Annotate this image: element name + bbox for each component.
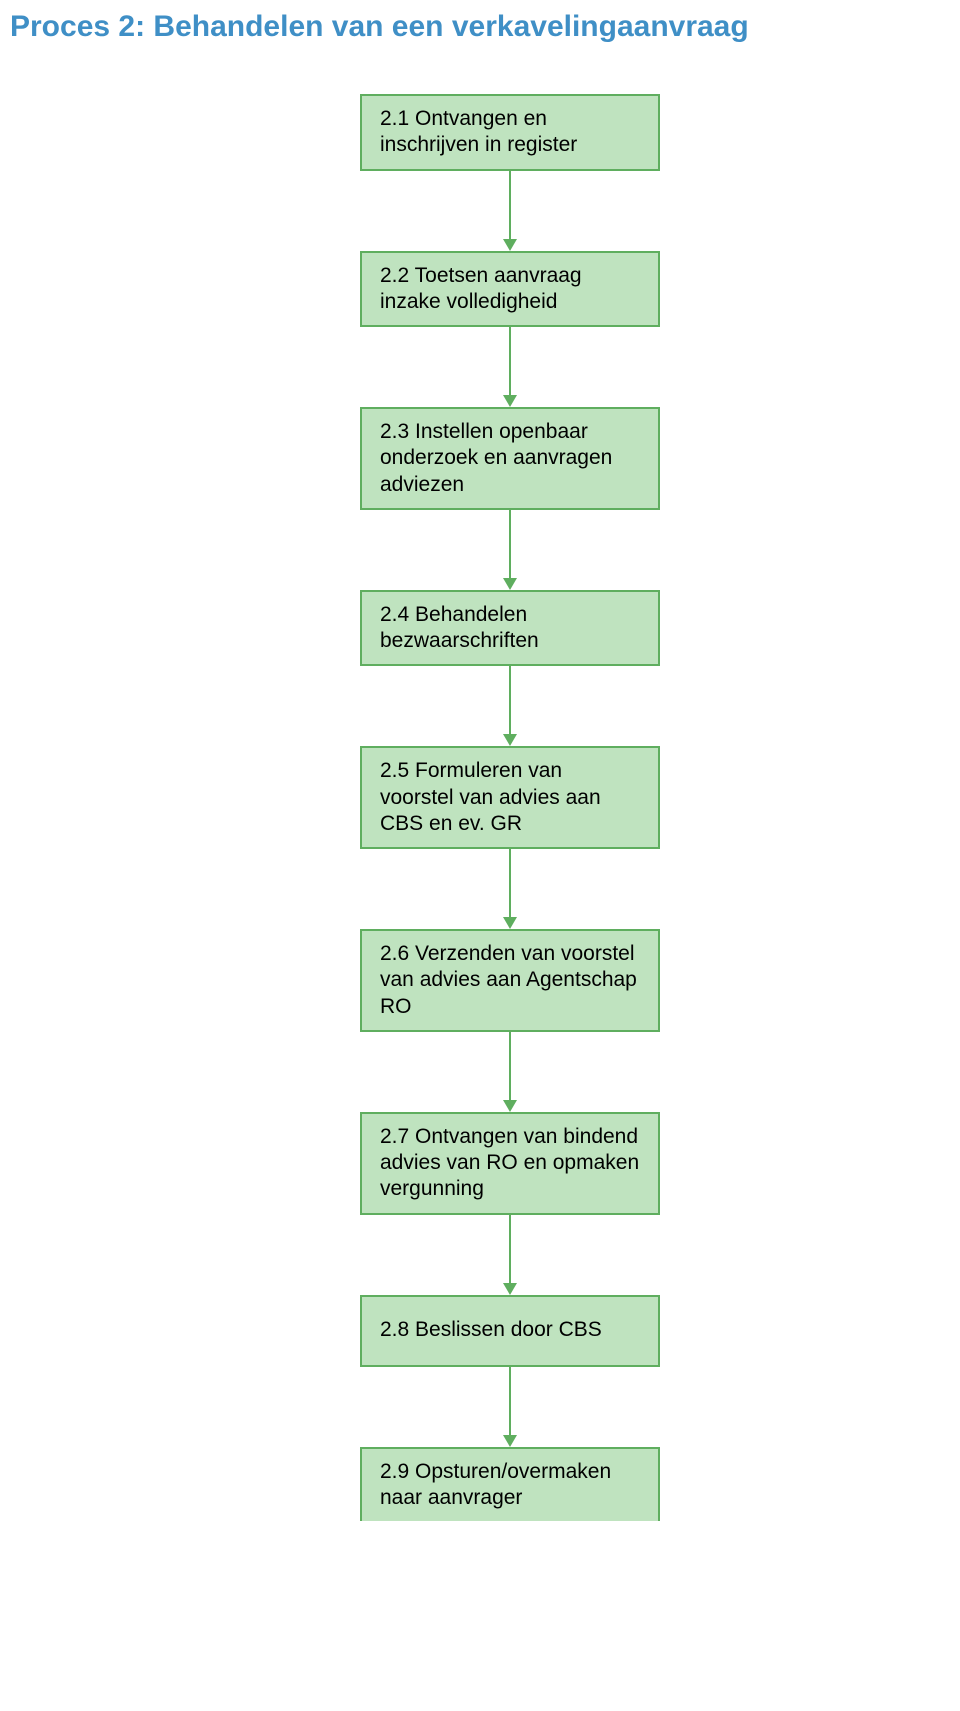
flowchart-connector	[503, 849, 517, 929]
flowchart-node: 2.2 Toetsen aanvraag inzake volledigheid	[360, 251, 660, 328]
arrowhead-icon	[503, 734, 517, 746]
arrowhead-icon	[503, 239, 517, 251]
flowchart-node-label: 2.9 Opsturen/overmaken naar aanvrager	[380, 1459, 640, 1512]
connector-line	[509, 849, 511, 918]
connector-line	[509, 666, 511, 735]
flowchart-node: 2.3 Instellen openbaar onderzoek en aanv…	[360, 407, 660, 510]
flowchart-connector	[503, 510, 517, 590]
flowchart-node: 2.1 Ontvangen en inschrijven in register	[360, 94, 660, 171]
page-title: Proces 2: Behandelen van een verkaveling…	[10, 10, 950, 44]
connector-line	[509, 510, 511, 579]
flowchart-connector	[503, 1367, 517, 1447]
flowchart-node-label: 2.1 Ontvangen en inschrijven in register	[380, 106, 640, 159]
flowchart-connector	[503, 666, 517, 746]
arrowhead-icon	[503, 395, 517, 407]
flowchart-node-label: 2.8 Beslissen door CBS	[380, 1317, 602, 1343]
flowchart-node-label: 2.3 Instellen openbaar onderzoek en aanv…	[380, 419, 640, 498]
arrowhead-icon	[503, 578, 517, 590]
flowchart-connector	[503, 1032, 517, 1112]
arrowhead-icon	[503, 917, 517, 929]
flowchart-node: 2.8 Beslissen door CBS	[360, 1295, 660, 1367]
flowchart-container: 2.1 Ontvangen en inschrijven in register…	[10, 94, 950, 1521]
flowchart-node-label: 2.6 Verzenden van voorstel van advies aa…	[380, 941, 640, 1020]
flowchart-node: 2.5 Formuleren van voorstel van advies a…	[360, 746, 660, 849]
flowchart-node: 2.6 Verzenden van voorstel van advies aa…	[360, 929, 660, 1032]
flowchart-connector	[503, 1215, 517, 1295]
flowchart-node: 2.4 Behandelen bezwaarschriften	[360, 590, 660, 667]
flowchart-node-label: 2.5 Formuleren van voorstel van advies a…	[380, 758, 640, 837]
flowchart-connector	[503, 327, 517, 407]
flowchart-node-label: 2.7 Ontvangen van bindend advies van RO …	[380, 1124, 640, 1203]
arrowhead-icon	[503, 1283, 517, 1295]
connector-line	[509, 171, 511, 240]
connector-line	[509, 1032, 511, 1101]
flowchart-node-label: 2.2 Toetsen aanvraag inzake volledigheid	[380, 263, 640, 316]
flowchart-node: 2.7 Ontvangen van bindend advies van RO …	[360, 1112, 660, 1215]
arrowhead-icon	[503, 1100, 517, 1112]
flowchart-node-label: 2.4 Behandelen bezwaarschriften	[380, 602, 640, 655]
connector-line	[509, 1367, 511, 1436]
arrowhead-icon	[503, 1435, 517, 1447]
connector-line	[509, 1215, 511, 1284]
flowchart-node: 2.9 Opsturen/overmaken naar aanvrager	[360, 1447, 660, 1522]
connector-line	[509, 327, 511, 396]
flowchart-connector	[503, 171, 517, 251]
